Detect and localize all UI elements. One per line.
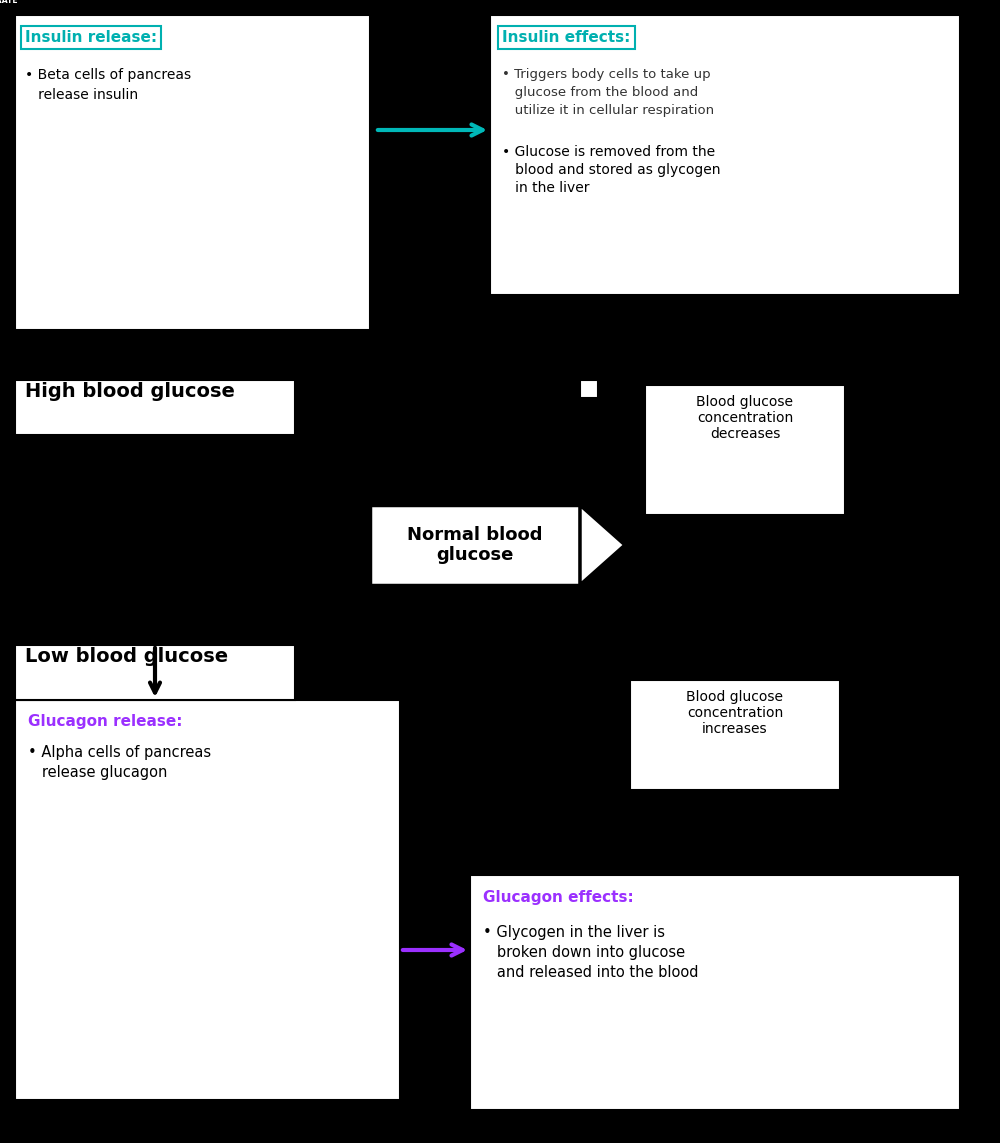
Bar [15,700,400,1100]
Text: broken down into glucose: broken down into glucose [483,945,685,960]
Text: • Triggers body cells to take up: • Triggers body cells to take up [502,67,711,81]
Text: blood and stored as glycogen: blood and stored as glycogen [502,163,720,177]
Text: Glucagon release:: Glucagon release: [28,714,182,729]
Text: Low blood glucose: Low blood glucose [25,647,228,666]
Bar [370,505,580,585]
Bar [470,876,960,1110]
Text: utilize it in cellular respiration: utilize it in cellular respiration [502,104,714,117]
Text: release insulin: release insulin [25,88,138,102]
Text: High blood glucose: High blood glucose [25,382,235,401]
Text: Insulin effects:: Insulin effects: [502,30,630,45]
Text: • Alpha cells of pancreas: • Alpha cells of pancreas [28,745,211,760]
Text: • Beta cells of pancreas: • Beta cells of pancreas [25,67,191,82]
Text: Normal blood
glucose: Normal blood glucose [407,526,543,565]
Bar [630,680,840,790]
Bar [15,15,370,330]
Text: Blood glucose
concentration
decreases: Blood glucose concentration decreases [696,395,794,441]
Bar [15,379,295,435]
Bar [15,645,295,700]
Bar [645,385,845,515]
Text: glucose from the blood and: glucose from the blood and [502,86,698,99]
Text: • Glycogen in the liver is: • Glycogen in the liver is [483,925,665,940]
Text: Glucagon effects:: Glucagon effects: [483,890,634,905]
Text: release glucagon: release glucagon [28,765,167,780]
Text: Blood glucose
concentration
increases: Blood glucose concentration increases [686,690,784,736]
Polygon shape [580,505,625,585]
Text: • Glucose is removed from the: • Glucose is removed from the [502,145,715,159]
Text: and released into the blood: and released into the blood [483,965,698,980]
Bar [490,15,960,295]
Text: Insulin release:: Insulin release: [25,30,157,45]
Text: in the liver: in the liver [502,181,590,195]
Bar [580,379,598,398]
